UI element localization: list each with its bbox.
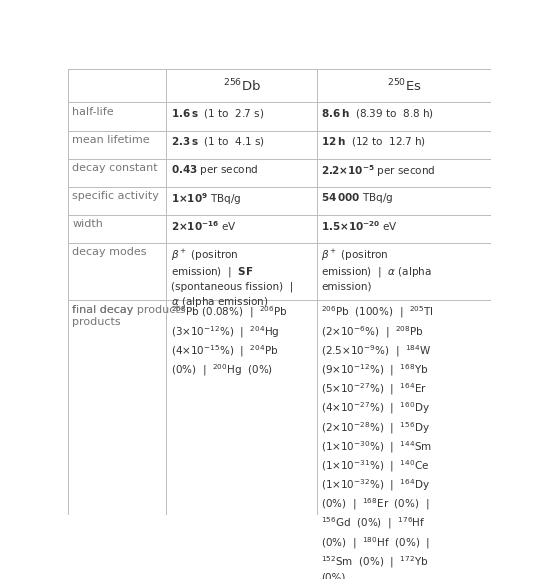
Text: width: width — [73, 219, 103, 229]
Text: $\mathbf{2.2{\times}10^{-5}}$ per second: $\mathbf{2.2{\times}10^{-5}}$ per second — [321, 163, 436, 179]
Text: $\mathbf{2{\times}10^{-16}}$ eV: $\mathbf{2{\times}10^{-16}}$ eV — [171, 219, 236, 233]
Text: $\beta^+$ (positron
emission)  |  $\bf{SF}$
(spontaneous fission)  |
$\alpha$ (a: $\beta^+$ (positron emission) | $\bf{SF}… — [171, 247, 293, 309]
Text: $\mathbf{1.5{\times}10^{-20}}$ eV: $\mathbf{1.5{\times}10^{-20}}$ eV — [321, 219, 398, 233]
Text: $\beta^+$ (positron
emission)  |  $\alpha$ (alpha
emission): $\beta^+$ (positron emission) | $\alpha$… — [321, 247, 432, 292]
Text: $\mathbf{54\,000}$ TBq/g: $\mathbf{54\,000}$ TBq/g — [321, 191, 394, 205]
Text: $^{208}$Pb (0.08%)  |  $^{206}$Pb
$(3{\times}10^{-12}$%)  |  $^{204}$Hg
$(4{\tim: $^{208}$Pb (0.08%) | $^{206}$Pb $(3{\tim… — [171, 305, 287, 378]
Text: $\mathbf{2.3\,s}$  (1 to  4.1 s): $\mathbf{2.3\,s}$ (1 to 4.1 s) — [171, 135, 265, 148]
Text: final decay
products: final decay products — [73, 305, 134, 327]
Text: decay constant: decay constant — [73, 163, 158, 173]
Text: $\mathbf{1{\times}10^{9}}$ TBq/g: $\mathbf{1{\times}10^{9}}$ TBq/g — [171, 191, 241, 207]
Text: $\mathbf{1.6\,s}$  (1 to  2.7 s): $\mathbf{1.6\,s}$ (1 to 2.7 s) — [171, 107, 264, 120]
Text: decay modes: decay modes — [73, 247, 147, 258]
Text: $^{250}$Es: $^{250}$Es — [387, 78, 422, 94]
Text: half-life: half-life — [73, 107, 114, 117]
Text: $\mathbf{0.43}$ per second: $\mathbf{0.43}$ per second — [171, 163, 258, 177]
Text: $\mathbf{8.6\,h}$  (8.39 to  8.8 h): $\mathbf{8.6\,h}$ (8.39 to 8.8 h) — [321, 107, 434, 120]
Text: $^{256}$Db: $^{256}$Db — [223, 78, 261, 94]
Text: $\mathbf{12\,h}$  (12 to  12.7 h): $\mathbf{12\,h}$ (12 to 12.7 h) — [321, 135, 426, 148]
Text: specific activity: specific activity — [73, 191, 159, 201]
Text: mean lifetime: mean lifetime — [73, 135, 150, 145]
Text: final decay products: final decay products — [73, 305, 186, 314]
Text: $^{206}$Pb  (100%)  |  $^{205}$Tl
$(2{\times}10^{-6}$%)  |  $^{208}$Pb
$(2.5{\ti: $^{206}$Pb (100%) | $^{205}$Tl $(2{\time… — [321, 305, 434, 579]
